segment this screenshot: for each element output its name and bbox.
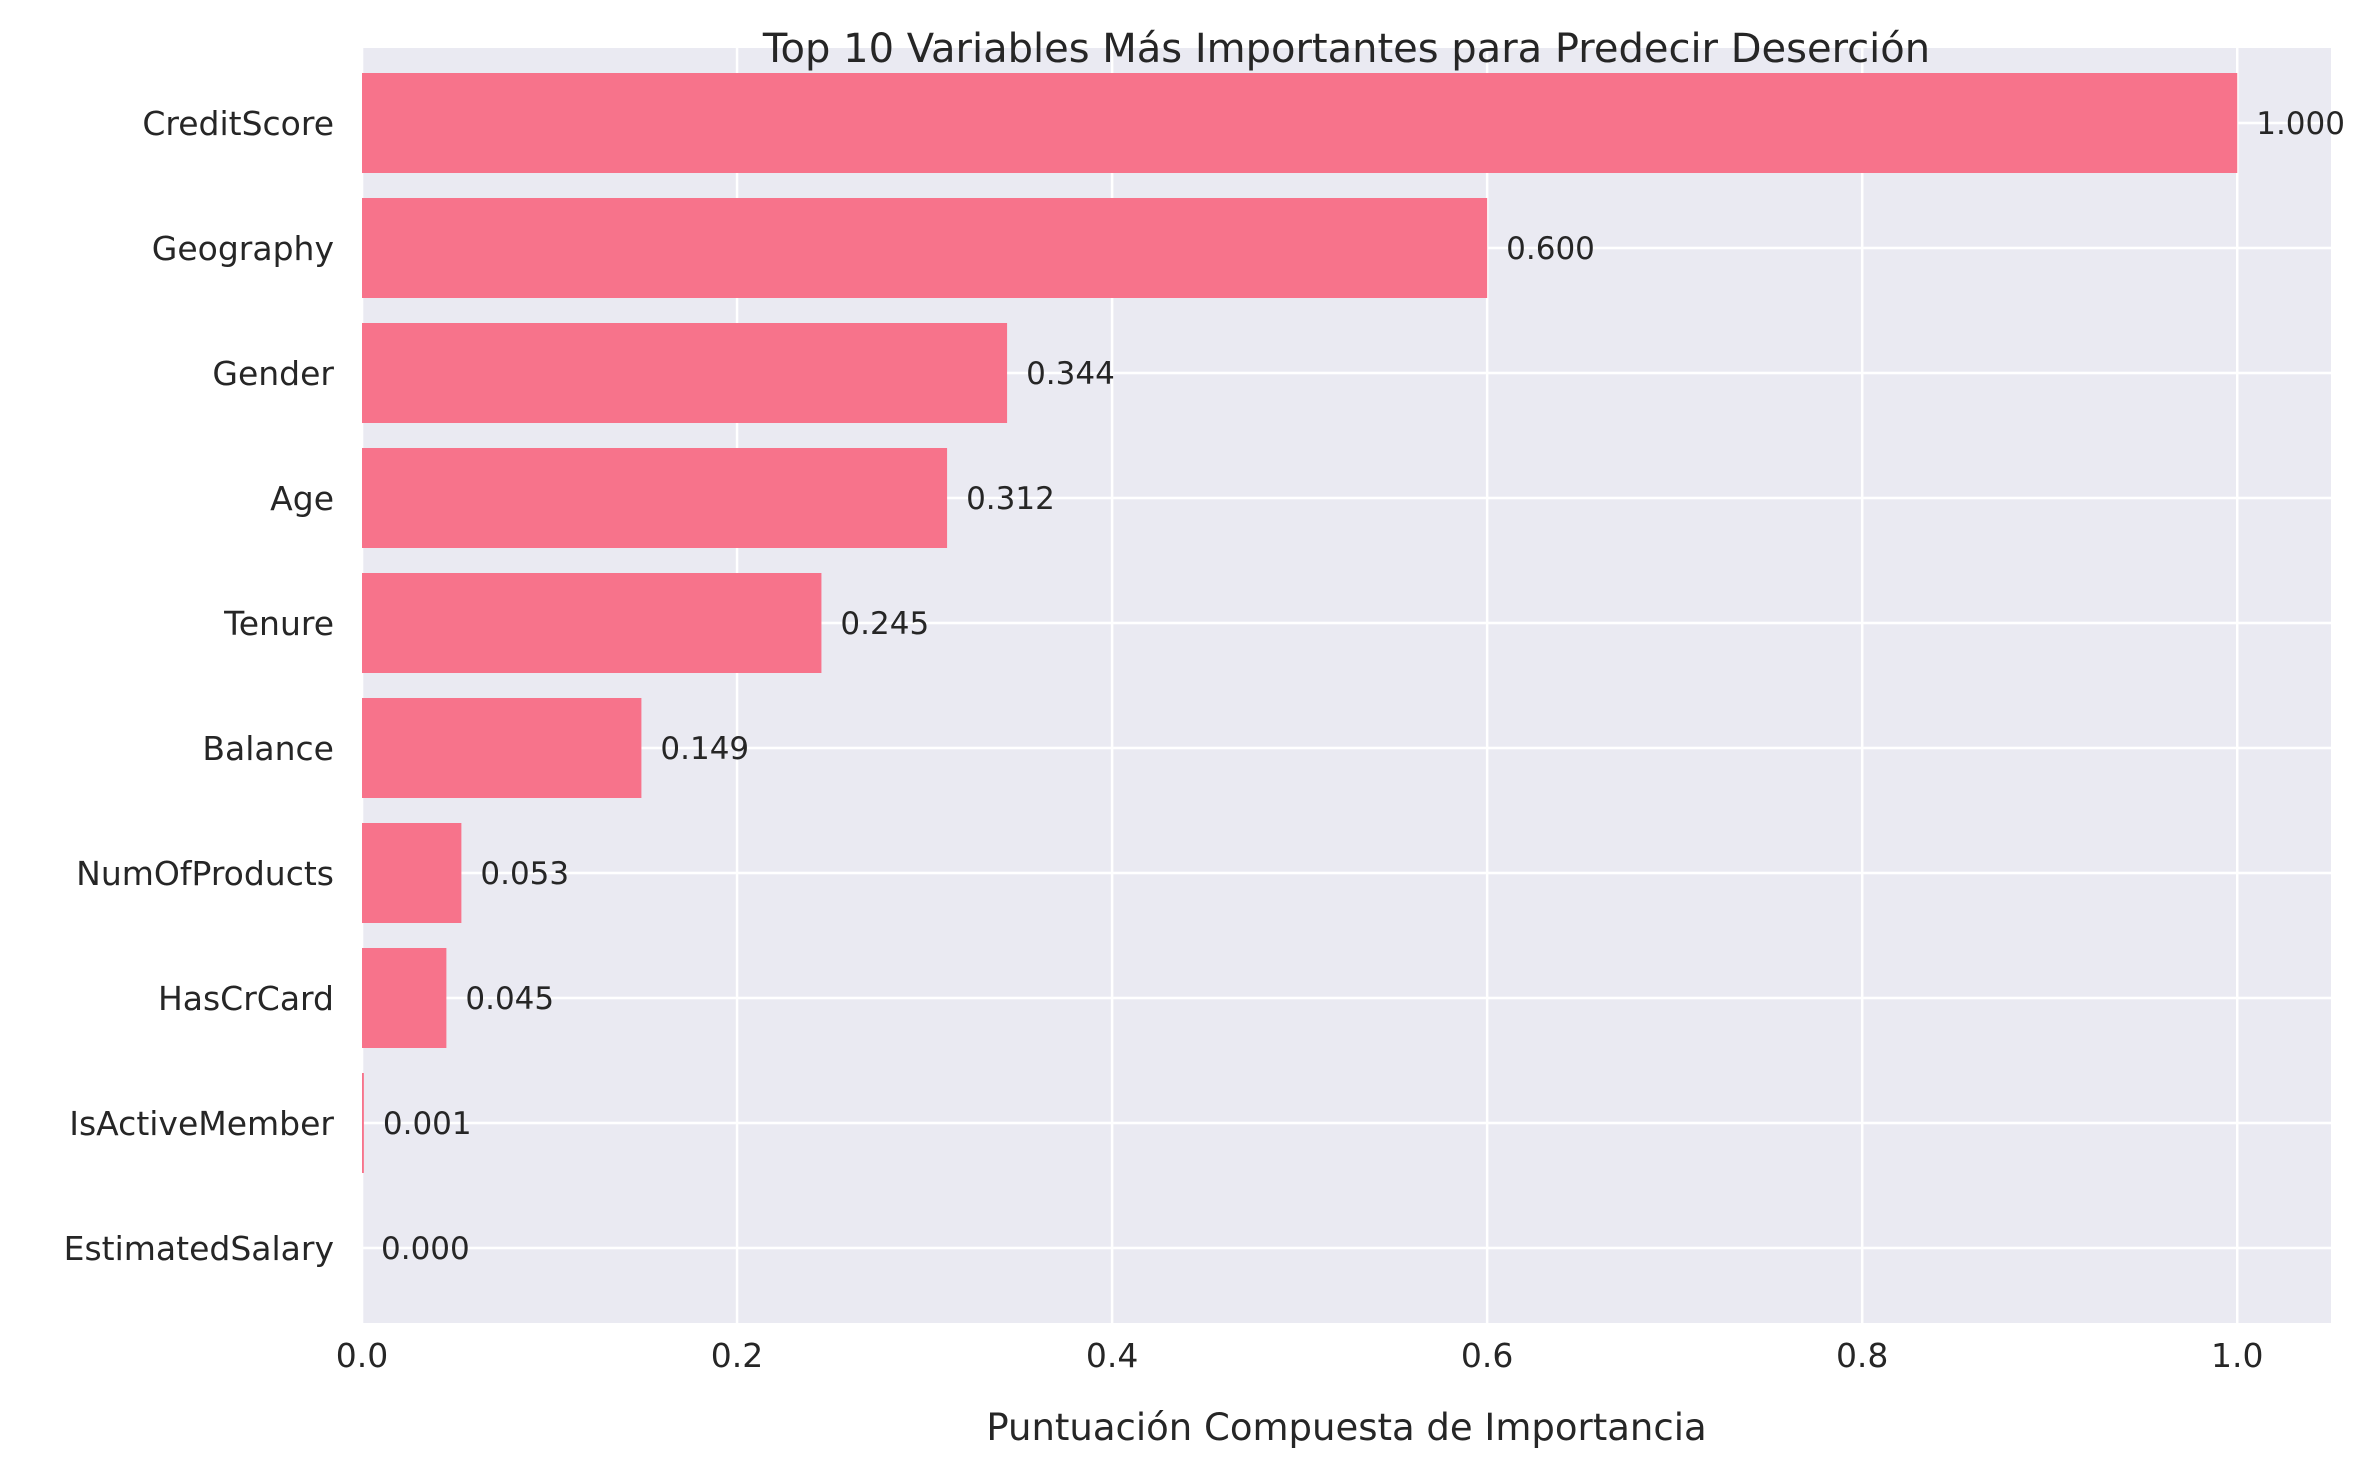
- data-label-NumOfProducts: 0.053: [480, 856, 569, 892]
- data-label-Geography: 0.600: [1506, 231, 1595, 267]
- bar-Geography: [362, 198, 1488, 298]
- x-tick-label: 0.4: [1086, 1336, 1138, 1375]
- bars: [362, 73, 2238, 1173]
- data-label-EstimatedSalary: 0.000: [381, 1231, 470, 1267]
- category-labels: CreditScore Geography Gender Age Tenure Balan…: [64, 104, 335, 1268]
- data-labels: 1.000 0.600 0.344 0.312 0.245 0.149 0.053 0.045…: [381, 106, 2345, 1267]
- data-label-Gender: 0.344: [1026, 356, 1115, 392]
- category-label-CreditScore: CreditScore: [142, 104, 334, 143]
- x-tick-label: 0.6: [1461, 1336, 1513, 1375]
- x-tick-label: 0.0: [336, 1336, 388, 1375]
- x-tick-label: 0.2: [711, 1336, 763, 1375]
- category-label-HasCrCard: HasCrCard: [158, 979, 334, 1018]
- bar-Gender: [362, 323, 1008, 423]
- bar-IsActiveMember: [362, 1073, 364, 1173]
- data-label-CreditScore: 1.000: [2256, 106, 2345, 142]
- data-label-Balance: 0.149: [660, 731, 749, 767]
- category-label-Age: Age: [270, 479, 334, 518]
- category-label-EstimatedSalary: EstimatedSalary: [64, 1229, 334, 1268]
- category-label-Balance: Balance: [202, 729, 334, 768]
- bar-Tenure: [362, 573, 822, 673]
- category-label-Geography: Geography: [152, 229, 334, 268]
- bar-Age: [362, 448, 948, 548]
- category-label-Tenure: Tenure: [223, 604, 334, 643]
- category-label-IsActiveMember: IsActiveMember: [69, 1104, 334, 1143]
- chart-title: Top 10 Variables Más Importantes para Pr…: [762, 26, 1930, 72]
- bar-CreditScore: [362, 73, 2238, 173]
- bar-Balance: [362, 698, 642, 798]
- bar-NumOfProducts: [362, 823, 462, 923]
- data-label-Age: 0.312: [966, 481, 1055, 517]
- data-label-Tenure: 0.245: [840, 606, 929, 642]
- x-tick-label: 1.0: [2211, 1336, 2263, 1375]
- data-label-HasCrCard: 0.045: [465, 981, 554, 1017]
- data-label-IsActiveMember: 0.001: [383, 1106, 472, 1142]
- category-label-NumOfProducts: NumOfProducts: [76, 854, 334, 893]
- category-label-Gender: Gender: [212, 354, 334, 393]
- x-tick-labels: 0.0 0.2 0.4 0.6 0.8 1.0: [336, 1336, 2264, 1375]
- x-tick-label: 0.8: [1836, 1336, 1888, 1375]
- x-axis-label: Puntuación Compuesta de Importancia: [986, 1406, 1706, 1449]
- bar-HasCrCard: [362, 948, 447, 1048]
